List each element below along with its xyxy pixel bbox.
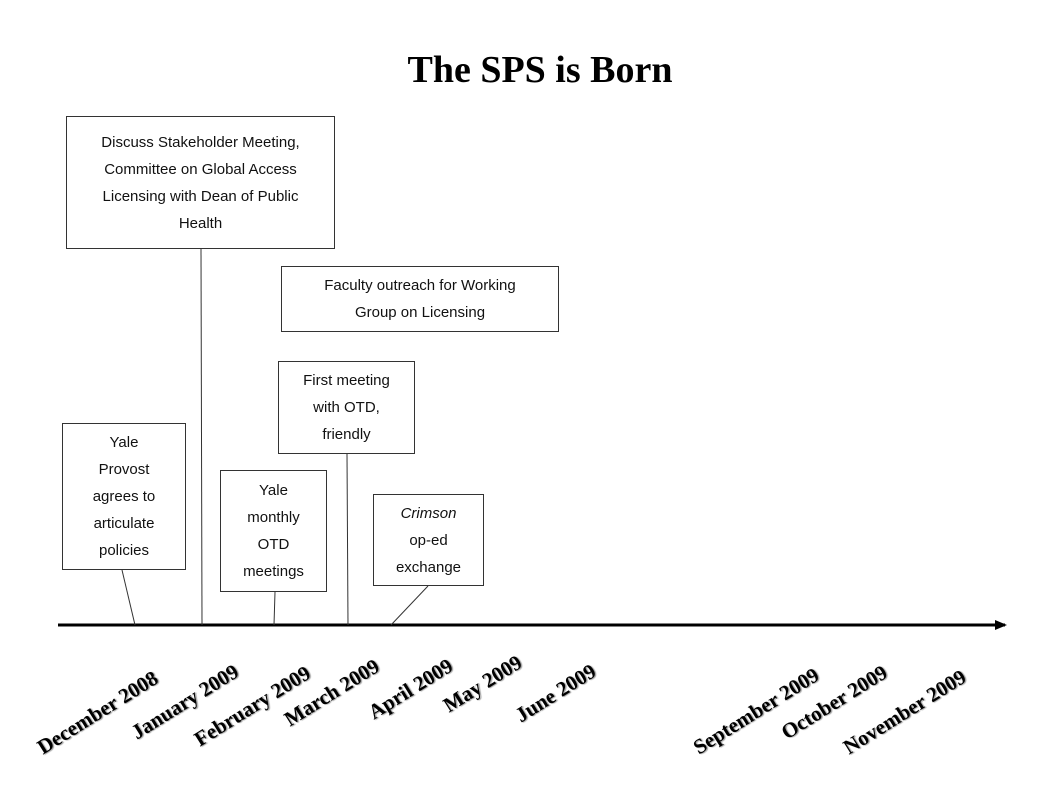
event-first-meeting: First meeting with OTD, friendly xyxy=(278,361,415,454)
event-text-line: OTD xyxy=(257,536,290,553)
event-text-line: Crimson xyxy=(400,504,457,522)
event-faculty-outreach: Faculty outreach for Working Group on Li… xyxy=(281,266,559,332)
connector-first-meeting xyxy=(346,453,349,626)
connector-yale-monthly xyxy=(273,591,276,626)
event-text-line: articulate xyxy=(93,515,155,532)
event-text-line: Licensing with Dean of Public xyxy=(102,187,299,205)
connector-yale-provost xyxy=(121,569,136,626)
event-text-line: with OTD, xyxy=(313,399,380,416)
event-stakeholder-meeting: Discuss Stakeholder Meeting, Committee o… xyxy=(66,116,335,249)
event-yale-provost: Yale Provost agrees to articulate polici… xyxy=(62,423,186,570)
page-title: The SPS is Born xyxy=(407,49,673,91)
event-text-line: Health xyxy=(178,214,223,232)
connector-crimson xyxy=(390,585,429,626)
event-text-line: op-ed xyxy=(409,531,448,549)
event-yale-monthly: Yale monthly OTD meetings xyxy=(220,470,327,592)
event-text-line: Yale xyxy=(109,434,139,451)
event-text-line: Group on Licensing xyxy=(354,304,486,321)
event-text-line: meetings xyxy=(243,563,304,580)
event-text-line: friendly xyxy=(322,426,371,443)
event-text-line: Faculty outreach for Working xyxy=(324,277,516,294)
event-text-line: Committee on Global Access xyxy=(104,160,297,178)
event-text-line: First meeting xyxy=(303,372,390,389)
event-text-line: Discuss Stakeholder Meeting, xyxy=(101,133,300,151)
event-text-line: exchange xyxy=(395,558,462,576)
event-text-line: Yale xyxy=(259,482,288,499)
event-text-line: monthly xyxy=(247,509,300,526)
event-text-line: policies xyxy=(98,542,150,559)
event-text-line: agrees to xyxy=(92,488,156,505)
connector-stakeholder xyxy=(200,248,203,626)
event-crimson-oped: Crimson op-ed exchange xyxy=(373,494,484,586)
event-text-line: Provost xyxy=(98,461,150,478)
